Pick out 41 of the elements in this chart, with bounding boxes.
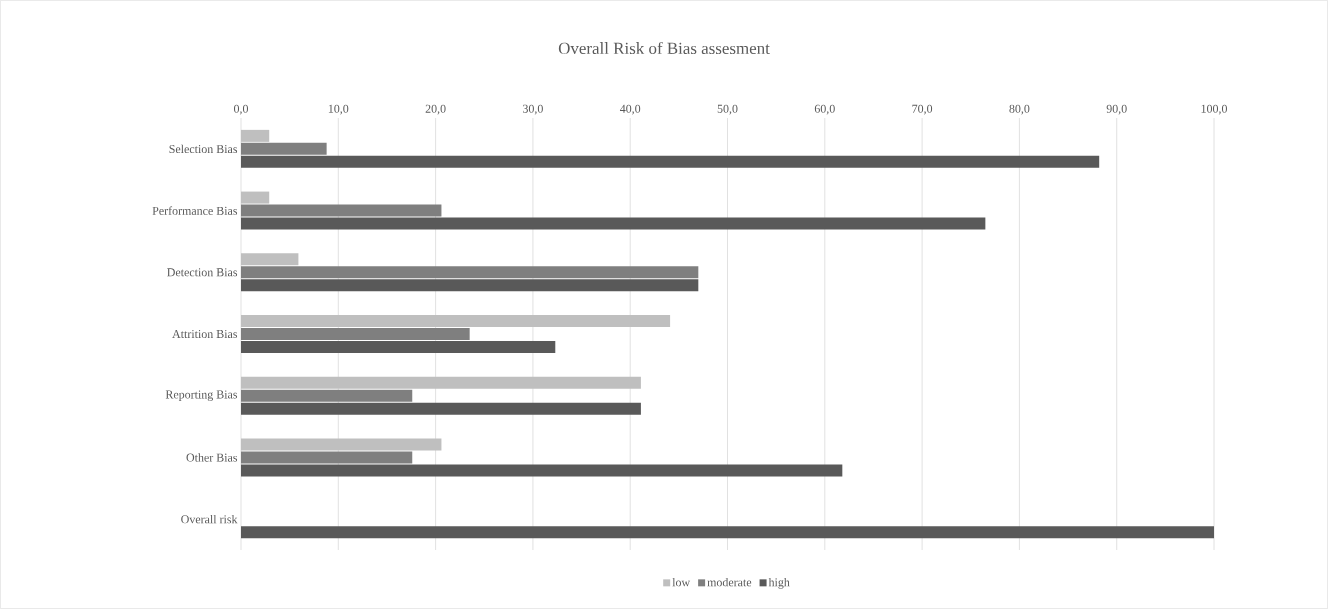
bar: [241, 217, 986, 230]
bar: [241, 204, 442, 217]
bar: [241, 253, 299, 266]
y-tick-label: Other Bias: [186, 453, 238, 462]
x-tick-label: 40,0: [619, 104, 641, 115]
y-tick-label: Overall risk: [181, 514, 238, 524]
y-tick-label: Attrition Bias: [172, 329, 238, 339]
x-tick-label: 100,0: [1201, 104, 1227, 115]
y-tick-label: Detection Bias: [167, 268, 238, 277]
bar: [241, 328, 470, 341]
x-tick-label: 50,0: [717, 104, 738, 115]
x-tick-label: 0,0: [233, 104, 249, 115]
bar: [241, 526, 1215, 539]
bar: [241, 389, 413, 402]
bar: [241, 451, 413, 464]
x-tick-label: 10,0: [328, 104, 349, 115]
x-tick-label: 60,0: [814, 104, 835, 115]
y-tick-label: Performance Bias: [152, 206, 238, 215]
bar: [241, 315, 671, 328]
bar: [241, 438, 442, 451]
bar: [241, 279, 699, 292]
x-tick-label: 20,0: [425, 104, 446, 115]
y-tick-label: Selection Bias: [169, 144, 238, 154]
chart-title: Overall Risk of Bias assesment: [558, 41, 770, 55]
bar: [241, 464, 843, 477]
x-tick-label: 30,0: [523, 104, 543, 115]
x-tick-label: 80,0: [1009, 104, 1030, 115]
bar: [241, 341, 556, 354]
legend-label: moderate: [707, 577, 752, 587]
bar: [241, 376, 641, 389]
bar: [241, 155, 1100, 168]
x-tick-label: 90,0: [1106, 104, 1127, 115]
bar: [241, 402, 641, 415]
legend-label: low: [672, 577, 691, 587]
bar: [241, 191, 270, 204]
legend-label: high: [768, 577, 790, 589]
x-tick-label: 70,0: [912, 104, 933, 115]
bar: [241, 129, 270, 142]
bar: [241, 142, 327, 155]
y-tick-label: Reporting Bias: [165, 390, 238, 401]
bar: [241, 266, 699, 279]
